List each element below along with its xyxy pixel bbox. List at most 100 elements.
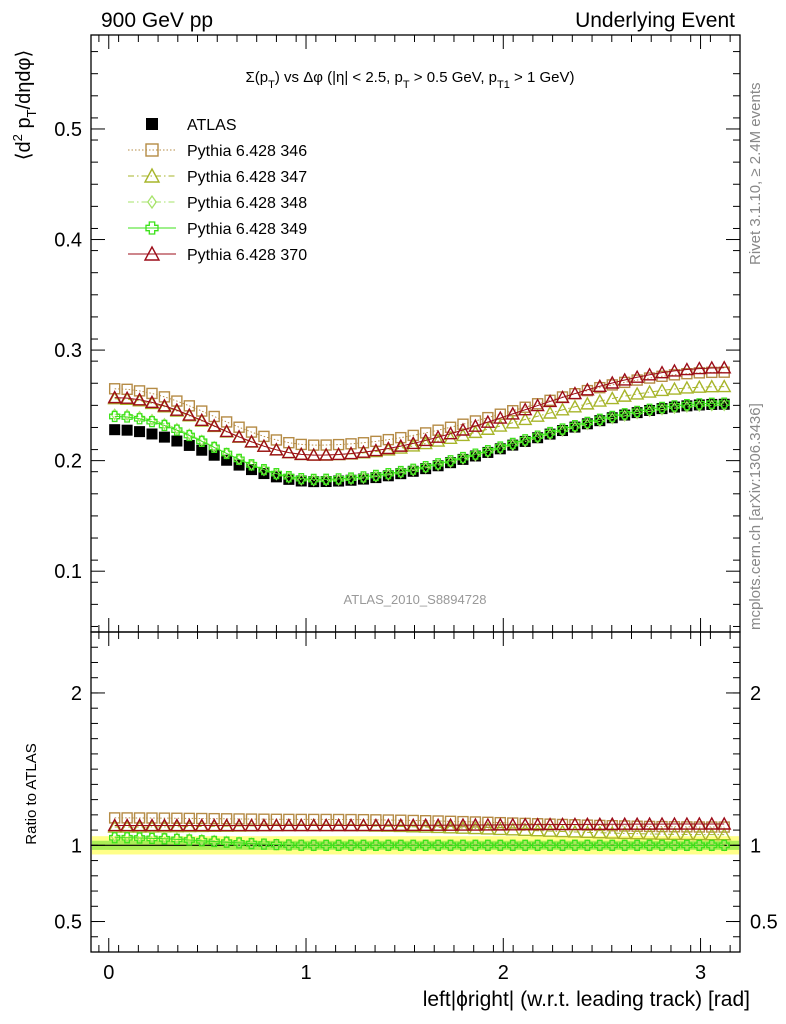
point-p349 [681, 399, 693, 411]
y-tick-label-right: 0.5 [750, 912, 778, 934]
ratio-point-p347 [455, 820, 471, 834]
point-atlas [158, 431, 170, 443]
point-p370 [542, 393, 558, 408]
y-tick-label: 0.1 [54, 561, 82, 583]
point-atlas [594, 415, 606, 427]
ratio-point-p349 [370, 839, 382, 851]
point-atlas [445, 457, 457, 469]
ratio-point-p347 [480, 821, 496, 835]
ratio-point-p370 [294, 818, 309, 832]
title-part-3: > 0.5 GeV, p [410, 69, 497, 86]
point-p347 [480, 421, 496, 435]
title-sub-t2: T [403, 79, 410, 91]
ratio-panel-series [107, 812, 732, 852]
point-p349 [469, 448, 482, 460]
ratio-point-p370 [679, 816, 695, 830]
ratio-point-p370 [580, 816, 595, 831]
point-p349 [420, 460, 432, 473]
point-p348 [533, 431, 542, 445]
ratio-point-p370 [132, 818, 147, 832]
ratio-point-p347 [493, 821, 508, 836]
ratio-point-p346 [183, 812, 196, 825]
ratio-point-p349 [606, 839, 618, 851]
plot-title: Σ(pT) vs Δφ (|η| < 2.5, pT > 0.5 GeV, pT… [246, 69, 575, 91]
point-p370 [231, 429, 247, 443]
point-p370 [580, 382, 595, 396]
ratio-point-p349 [382, 839, 394, 851]
point-atlas [482, 446, 494, 458]
point-p349 [183, 429, 195, 442]
point-p349 [196, 435, 208, 447]
point-p370 [306, 447, 321, 461]
point-atlas [557, 425, 569, 437]
point-p370 [144, 394, 160, 409]
ylabel-sub-t: T [24, 109, 39, 117]
ratio-point-p346 [220, 813, 233, 825]
point-atlas [171, 435, 183, 447]
ratio-point-p370 [505, 817, 520, 831]
point-p370 [132, 392, 147, 406]
point-atlas [644, 404, 656, 416]
header-left-label: 900 GeV pp [101, 9, 213, 32]
point-p370 [642, 367, 657, 381]
point-p349 [233, 453, 245, 466]
y-tick-label: 0.4 [54, 230, 82, 252]
legend-label-atlas: ATLAS [187, 117, 237, 134]
ratio-point-p347 [468, 821, 483, 835]
ratio-point-p349 [507, 839, 519, 851]
point-p349 [220, 447, 233, 460]
point-atlas [382, 470, 394, 482]
ratio-point-p370 [692, 816, 707, 830]
point-p370 [418, 432, 433, 447]
point-atlas [333, 475, 345, 487]
ratio-point-p349 [420, 839, 432, 851]
ratio-point-p347 [654, 826, 670, 840]
ratio-point-p349 [295, 839, 307, 851]
ratio-point-p349 [220, 836, 233, 848]
point-p370 [530, 398, 545, 412]
ratio-point-p349 [444, 839, 457, 851]
ratio-y-axis-label: Ratio to ATLAS [23, 743, 40, 844]
point-p370 [505, 406, 520, 420]
point-p347 [629, 386, 645, 400]
ratio-point-p349 [121, 832, 133, 844]
point-atlas [196, 444, 208, 456]
point-atlas [718, 398, 730, 410]
point-p349 [146, 415, 158, 428]
ratio-point-p346 [643, 820, 656, 833]
header-right-label: Underlying Event [575, 9, 735, 32]
ratio-point-p349 [183, 834, 195, 846]
point-p370 [555, 389, 570, 404]
point-p370 [157, 398, 172, 412]
ratio-point-p370 [567, 816, 583, 831]
ratio-point-p370 [493, 817, 508, 831]
point-p370 [430, 429, 446, 443]
legend-item-p347: Pythia 6.428 347 [128, 167, 307, 186]
ratio-point-p370 [306, 818, 321, 832]
point-p349 [245, 459, 258, 471]
ratio-point-p370 [356, 818, 371, 832]
ratio-series-p349 [109, 832, 730, 851]
ratio-point-p346 [133, 812, 146, 824]
ratio-point-p370 [430, 817, 446, 831]
point-p370 [356, 444, 371, 458]
ratio-point-p349 [345, 839, 357, 851]
ratio-point-p349 [233, 837, 245, 849]
ratio-point-p346 [270, 813, 283, 825]
ratio-point-p346 [258, 813, 270, 825]
ratio-point-p349 [556, 839, 569, 851]
ratio-point-p347 [592, 825, 608, 839]
ratio-point-p370 [381, 817, 396, 832]
point-p370 [194, 412, 209, 427]
point-atlas [370, 472, 382, 484]
ratio-point-p349 [133, 832, 146, 844]
ratio-point-p370 [605, 816, 620, 830]
point-atlas [432, 460, 444, 472]
point-p347 [530, 408, 545, 422]
point-p347 [592, 393, 608, 407]
point-atlas [308, 476, 320, 488]
ratio-point-p349 [407, 839, 419, 851]
ratio-point-p370 [169, 818, 185, 832]
y-tick-label-right: 1 [750, 835, 761, 857]
point-p370 [406, 435, 421, 450]
